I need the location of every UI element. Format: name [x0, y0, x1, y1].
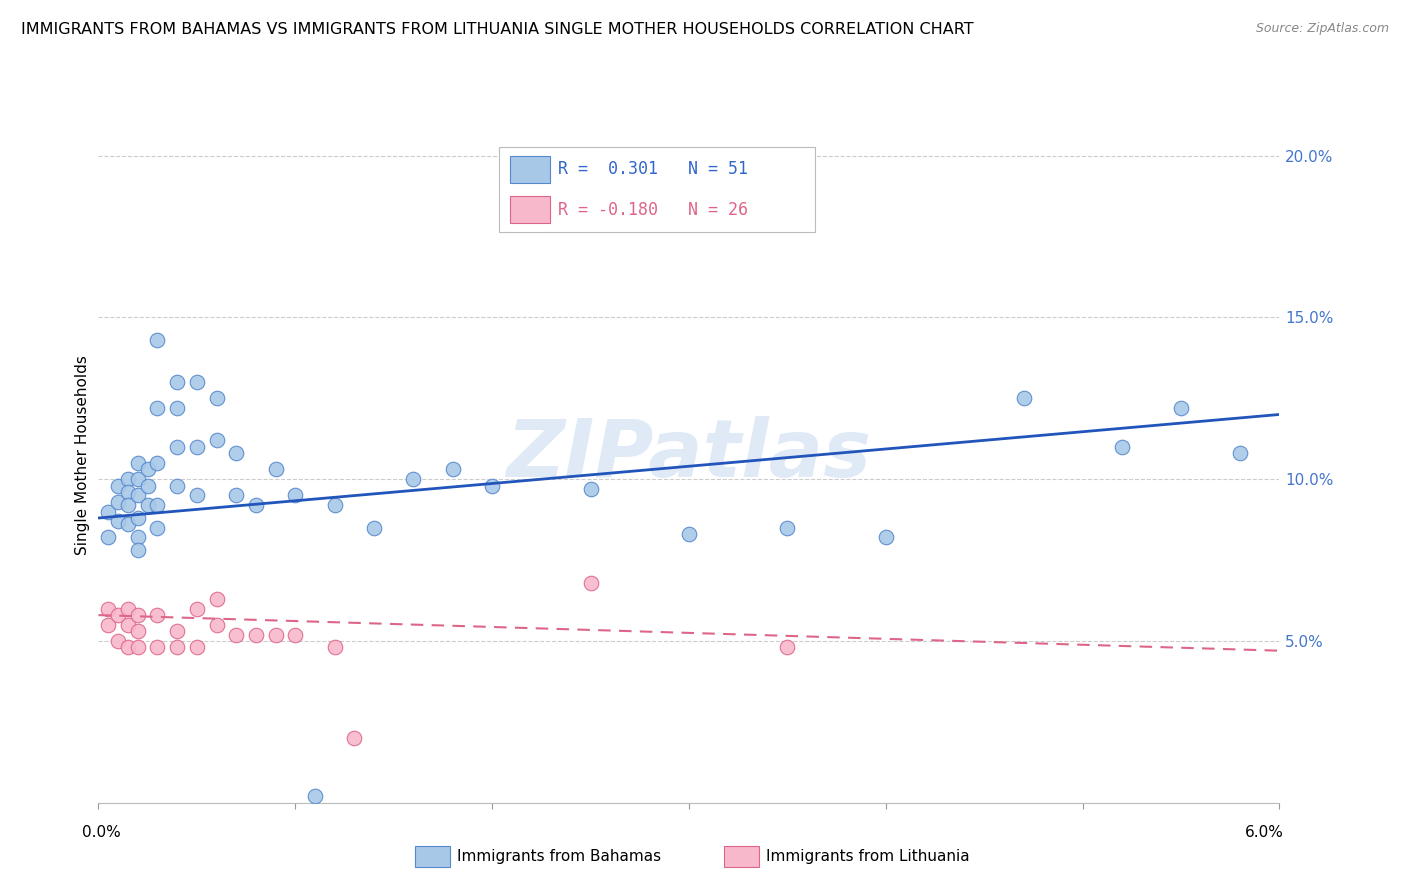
- Point: [127, 456, 149, 470]
- Point: [166, 640, 188, 655]
- Point: [97, 531, 120, 545]
- Point: [166, 375, 188, 389]
- Point: [146, 456, 169, 470]
- Point: [579, 482, 602, 496]
- Point: [1012, 392, 1035, 406]
- Point: [225, 488, 247, 502]
- Point: [205, 591, 228, 606]
- Point: [264, 627, 287, 641]
- Point: [117, 498, 139, 512]
- Point: [579, 575, 602, 590]
- Point: [284, 627, 307, 641]
- Point: [117, 472, 139, 486]
- Point: [343, 731, 366, 745]
- Point: [107, 608, 129, 623]
- Text: Immigrants from Bahamas: Immigrants from Bahamas: [457, 849, 661, 863]
- Point: [363, 521, 385, 535]
- Point: [127, 511, 149, 525]
- Point: [166, 440, 188, 454]
- Point: [107, 634, 129, 648]
- Point: [186, 440, 208, 454]
- Point: [323, 498, 346, 512]
- Point: [166, 478, 188, 492]
- Text: 6.0%: 6.0%: [1244, 825, 1284, 839]
- Point: [776, 640, 799, 655]
- Point: [146, 401, 169, 415]
- Point: [304, 789, 326, 804]
- Point: [127, 543, 149, 558]
- Point: [136, 462, 159, 476]
- Point: [97, 601, 120, 615]
- Point: [284, 488, 307, 502]
- Point: [107, 495, 129, 509]
- Point: [127, 624, 149, 639]
- Point: [875, 531, 897, 545]
- Point: [205, 434, 228, 448]
- Point: [264, 462, 287, 476]
- Point: [402, 472, 425, 486]
- Point: [117, 640, 139, 655]
- Text: Immigrants from Lithuania: Immigrants from Lithuania: [766, 849, 970, 863]
- Point: [1229, 446, 1251, 460]
- Point: [146, 498, 169, 512]
- Point: [186, 375, 208, 389]
- Point: [186, 640, 208, 655]
- Point: [107, 514, 129, 528]
- Point: [1111, 440, 1133, 454]
- Point: [117, 485, 139, 500]
- Point: [127, 472, 149, 486]
- Point: [97, 504, 120, 518]
- Point: [127, 640, 149, 655]
- Text: ZIPatlas: ZIPatlas: [506, 416, 872, 494]
- Point: [146, 333, 169, 347]
- Text: IMMIGRANTS FROM BAHAMAS VS IMMIGRANTS FROM LITHUANIA SINGLE MOTHER HOUSEHOLDS CO: IMMIGRANTS FROM BAHAMAS VS IMMIGRANTS FR…: [21, 22, 974, 37]
- Point: [136, 478, 159, 492]
- Point: [117, 617, 139, 632]
- Y-axis label: Single Mother Households: Single Mother Households: [75, 355, 90, 555]
- Point: [127, 608, 149, 623]
- Point: [776, 521, 799, 535]
- Point: [678, 527, 700, 541]
- Point: [146, 608, 169, 623]
- Point: [225, 627, 247, 641]
- Point: [205, 392, 228, 406]
- Point: [186, 488, 208, 502]
- Point: [1170, 401, 1192, 415]
- Point: [225, 446, 247, 460]
- Point: [205, 617, 228, 632]
- Point: [117, 517, 139, 532]
- Point: [136, 498, 159, 512]
- Point: [481, 478, 503, 492]
- Point: [97, 617, 120, 632]
- Point: [127, 488, 149, 502]
- Point: [245, 498, 267, 512]
- Text: 0.0%: 0.0%: [82, 825, 121, 839]
- Point: [441, 462, 464, 476]
- Point: [166, 624, 188, 639]
- Point: [127, 531, 149, 545]
- Point: [186, 601, 208, 615]
- Point: [146, 640, 169, 655]
- Text: R = -0.180   N = 26: R = -0.180 N = 26: [558, 201, 748, 219]
- Text: R =  0.301   N = 51: R = 0.301 N = 51: [558, 161, 748, 178]
- Point: [117, 601, 139, 615]
- Point: [245, 627, 267, 641]
- Text: Source: ZipAtlas.com: Source: ZipAtlas.com: [1256, 22, 1389, 36]
- Point: [146, 521, 169, 535]
- Point: [323, 640, 346, 655]
- Point: [166, 401, 188, 415]
- Point: [107, 478, 129, 492]
